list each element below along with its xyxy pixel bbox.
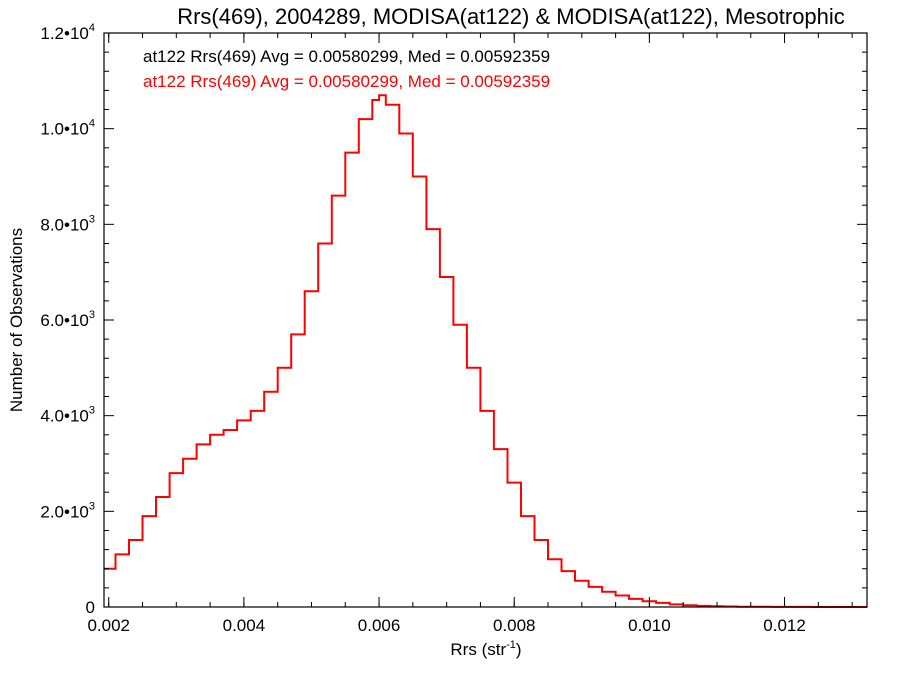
y-tick-label: 0	[86, 598, 95, 617]
histogram-series-line	[104, 94, 867, 608]
x-axis-title: Rrs (str-1)	[450, 639, 521, 659]
x-tick-label: 0.002	[87, 616, 130, 635]
chart-title: Rrs(469), 2004289, MODISA(at122) & MODIS…	[177, 4, 845, 29]
y-tick-label: 1.0•104	[40, 118, 95, 139]
y-tick-label: 1.2•104	[40, 22, 95, 43]
plot-frame	[103, 32, 868, 608]
x-tick-label: 0.012	[763, 616, 806, 635]
plot-area	[104, 94, 867, 608]
axes: 0.002 0.004 0.006 0.008 0.010 0.012 0 2.0•103 4.…	[40, 22, 868, 635]
y-tick-label: 2.0•103	[40, 500, 95, 521]
x-tick-label: 0.008	[493, 616, 536, 635]
x-axis-title-close: )	[516, 640, 522, 659]
y-tick-label: 4.0•103	[40, 405, 95, 426]
x-tick-label: 0.004	[223, 616, 266, 635]
y-tick-label: 8.0•103	[40, 213, 95, 234]
legend-entry: at122 Rrs(469) Avg = 0.00580299, Med = 0…	[143, 47, 550, 66]
y-axis-title: Number of Observations	[7, 228, 26, 412]
legend-entry: at122 Rrs(469) Avg = 0.00580299, Med = 0…	[143, 72, 550, 91]
x-tick-label: 0.006	[358, 616, 401, 635]
x-tick-label: 0.010	[628, 616, 671, 635]
y-tick-label: 6.0•103	[40, 309, 95, 330]
legend: at122 Rrs(469) Avg = 0.00580299, Med = 0…	[143, 47, 550, 91]
x-axis-title-main: Rrs (str	[450, 640, 506, 659]
x-axis-title-exponent: -1	[506, 639, 516, 651]
